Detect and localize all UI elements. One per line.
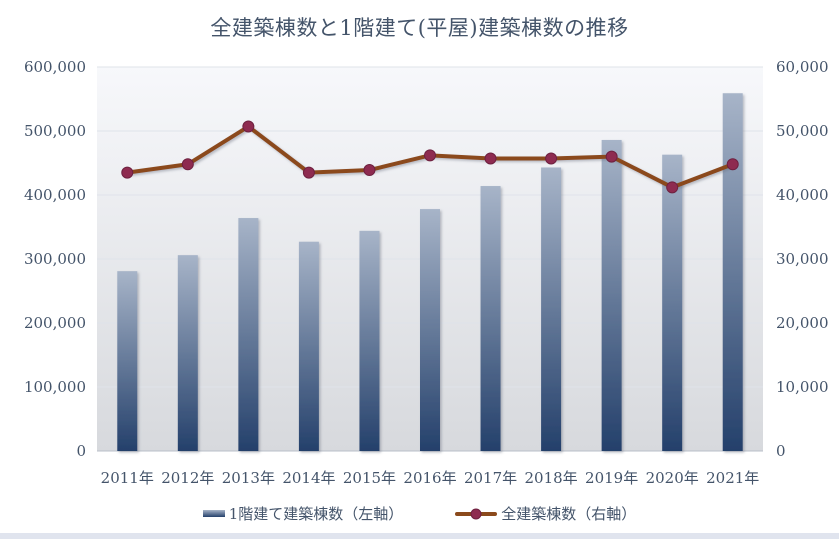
x-axis-label: 2011年 bbox=[101, 469, 154, 487]
x-axis-label: 2015年 bbox=[343, 469, 396, 487]
x-axis-label: 2020年 bbox=[646, 469, 699, 487]
x-axis-label: 2016年 bbox=[403, 469, 456, 487]
bar-2019年 bbox=[601, 139, 622, 451]
line-series-swatch-icon bbox=[455, 508, 498, 519]
legend-item-line-series: 全建築棟数（右軸） bbox=[455, 503, 636, 524]
bar-2014年 bbox=[298, 241, 319, 451]
legend: 1階建て建築棟数（左軸） 全建築棟数（右軸） bbox=[0, 503, 839, 524]
legend-item-bar-series: 1階建て建築棟数（左軸） bbox=[202, 503, 404, 524]
left-axis-tick-label: 400,000 bbox=[24, 186, 86, 204]
right-axis-tick-label: 50,000 bbox=[776, 122, 829, 140]
line-marker-2021年 bbox=[726, 158, 739, 171]
legend-label-bar-series: 1階建て建築棟数（左軸） bbox=[228, 505, 404, 523]
bar-series-swatch-icon bbox=[202, 510, 225, 517]
x-axis-label: 2017年 bbox=[464, 469, 517, 487]
bar-2021年 bbox=[722, 93, 743, 452]
left-axis-tick-label: 300,000 bbox=[24, 250, 86, 268]
line-marker-icon bbox=[470, 508, 482, 519]
bar-2017年 bbox=[480, 186, 501, 452]
right-axis-tick-label: 20,000 bbox=[776, 314, 829, 332]
bar-2018年 bbox=[541, 167, 562, 452]
line-marker-2020年 bbox=[666, 181, 679, 194]
bar-2011年 bbox=[117, 271, 138, 451]
legend-label-line-series: 全建築棟数（右軸） bbox=[501, 505, 637, 523]
line-marker-2015年 bbox=[363, 164, 376, 177]
line-marker-2014年 bbox=[302, 166, 315, 179]
line-marker-2011年 bbox=[121, 166, 134, 179]
bar-2013年 bbox=[238, 218, 259, 451]
bar-2020年 bbox=[662, 154, 683, 451]
x-axis-label: 2019年 bbox=[585, 469, 638, 487]
line-marker-2016年 bbox=[424, 149, 436, 162]
chart-title: 全建築棟数と1階建て(平屋)建築棟数の推移 bbox=[210, 16, 629, 40]
bar-2016年 bbox=[420, 209, 440, 451]
x-axis-label: 2013年 bbox=[222, 469, 275, 487]
bottom-edge-strip bbox=[0, 533, 839, 539]
line-marker-2012年 bbox=[181, 158, 194, 171]
left-axis-tick-label: 0 bbox=[76, 442, 86, 460]
right-axis-tick-label: 30,000 bbox=[776, 250, 829, 268]
bar-2012年 bbox=[177, 255, 198, 451]
right-axis-tick-label: 0 bbox=[776, 442, 786, 460]
left-axis-tick-label: 600,000 bbox=[24, 58, 86, 76]
x-axis-label: 2018年 bbox=[524, 469, 577, 487]
x-axis-label: 2021年 bbox=[706, 469, 759, 487]
line-marker-2018年 bbox=[545, 152, 558, 165]
line-marker-2019年 bbox=[605, 150, 618, 163]
line-marker-2017年 bbox=[484, 152, 497, 165]
right-axis-tick-label: 60,000 bbox=[776, 58, 829, 76]
right-axis-tick-label: 40,000 bbox=[776, 186, 829, 204]
line-marker-2013年 bbox=[242, 120, 255, 133]
bar-2015年 bbox=[359, 230, 380, 451]
left-axis-tick-label: 200,000 bbox=[24, 314, 86, 332]
right-axis-tick-label: 10,000 bbox=[776, 378, 829, 396]
x-axis-label: 2014年 bbox=[282, 469, 335, 487]
left-axis-tick-label: 100,000 bbox=[24, 378, 86, 396]
x-axis-label: 2012年 bbox=[161, 469, 214, 487]
left-axis-tick-label: 500,000 bbox=[24, 122, 86, 140]
